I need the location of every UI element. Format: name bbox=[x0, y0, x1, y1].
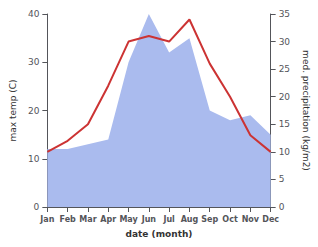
svg-text:Aug: Aug bbox=[181, 215, 199, 224]
svg-text:Mar: Mar bbox=[79, 215, 96, 224]
svg-text:Feb: Feb bbox=[60, 215, 77, 224]
svg-text:10: 10 bbox=[28, 154, 40, 164]
svg-text:med. precipitation (kg/m2): med. precipitation (kg/m2) bbox=[301, 50, 311, 171]
svg-text:Jul: Jul bbox=[162, 215, 175, 224]
svg-text:20: 20 bbox=[28, 106, 40, 116]
svg-text:Nov: Nov bbox=[242, 215, 260, 224]
svg-text:Dec: Dec bbox=[262, 215, 279, 224]
svg-text:0: 0 bbox=[279, 202, 285, 212]
svg-text:max temp (C): max temp (C) bbox=[8, 79, 18, 141]
svg-text:5: 5 bbox=[279, 174, 285, 184]
svg-text:Sep: Sep bbox=[201, 215, 218, 224]
svg-text:15: 15 bbox=[279, 119, 290, 129]
svg-text:Jun: Jun bbox=[141, 215, 157, 224]
svg-text:Jan: Jan bbox=[39, 215, 54, 224]
svg-text:0: 0 bbox=[34, 202, 40, 212]
svg-text:10: 10 bbox=[279, 147, 291, 157]
svg-text:35: 35 bbox=[279, 9, 290, 19]
svg-text:May: May bbox=[119, 215, 138, 224]
svg-text:25: 25 bbox=[279, 64, 290, 74]
svg-text:20: 20 bbox=[279, 92, 291, 102]
svg-text:30: 30 bbox=[28, 57, 40, 67]
svg-text:30: 30 bbox=[279, 37, 291, 47]
svg-text:Apr: Apr bbox=[100, 215, 116, 224]
svg-text:Oct: Oct bbox=[222, 215, 238, 224]
svg-text:40: 40 bbox=[28, 9, 40, 19]
svg-text:date (month): date (month) bbox=[126, 229, 193, 239]
